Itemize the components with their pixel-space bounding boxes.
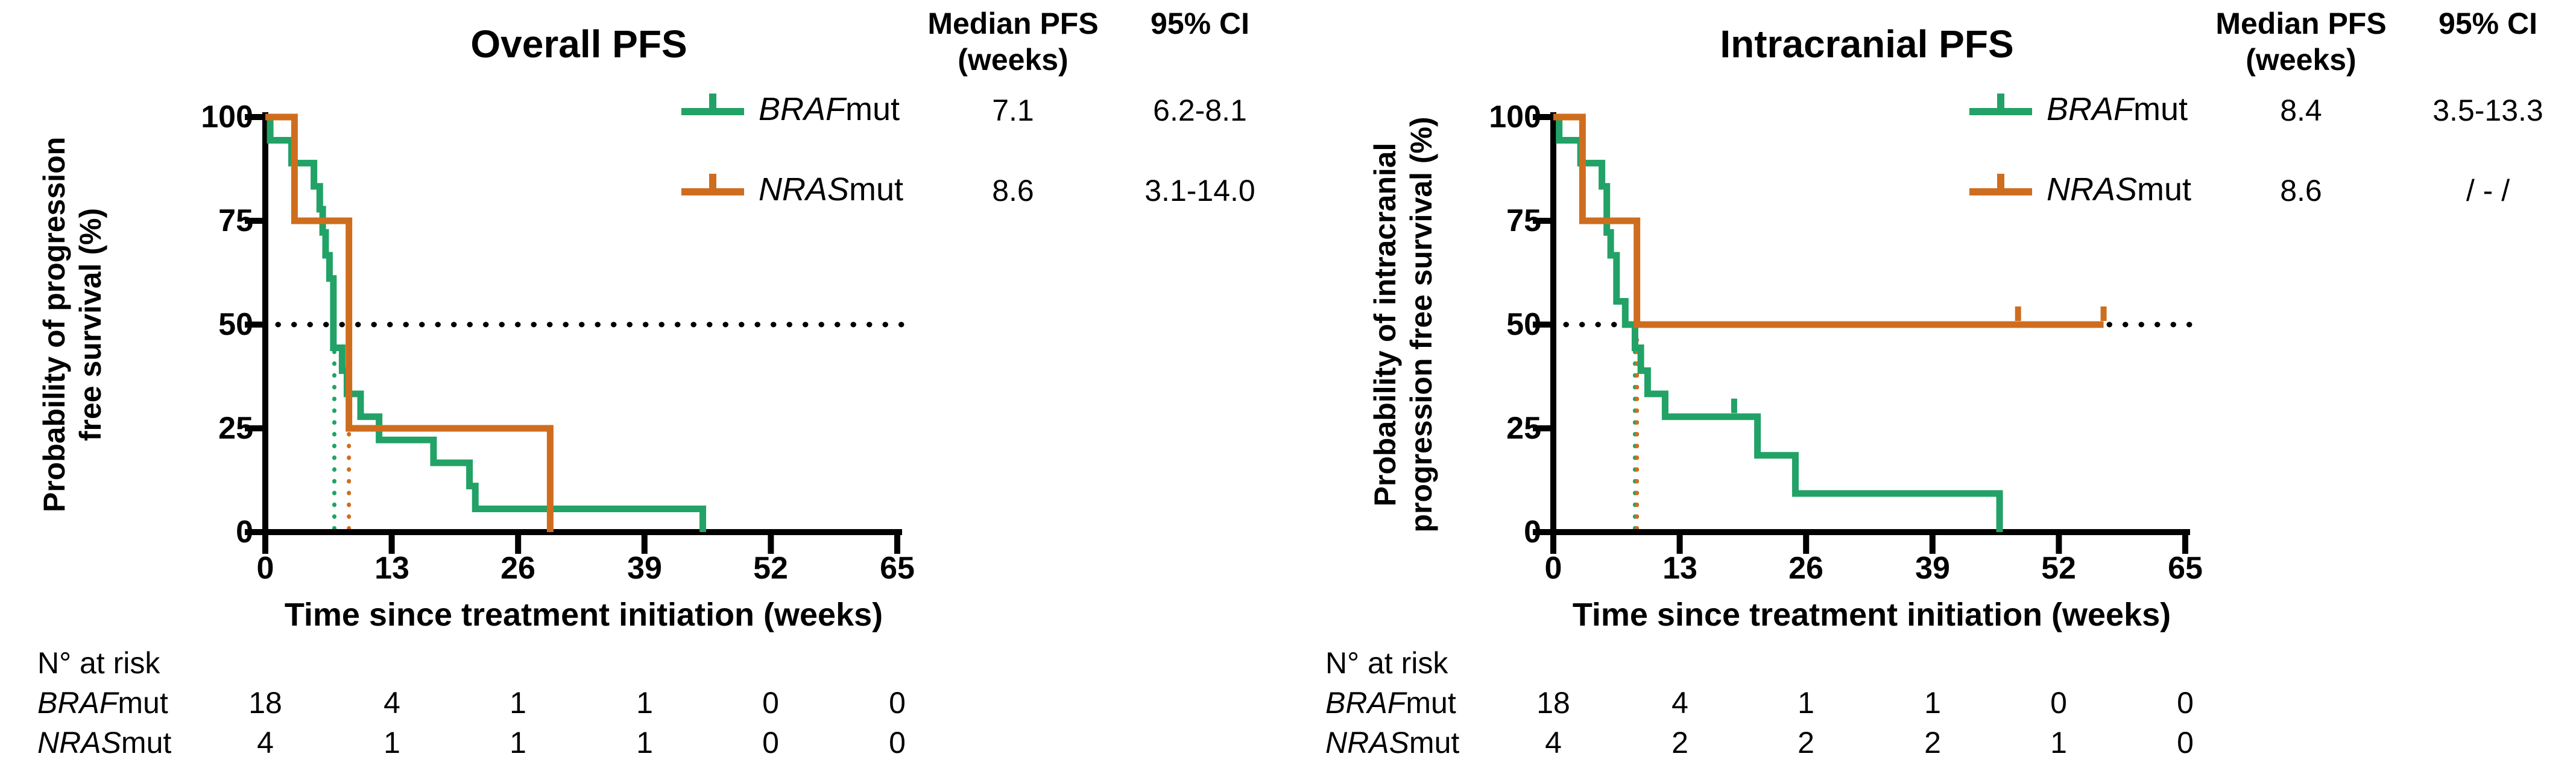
legend-label-brafmut: BRAFmut	[2047, 91, 2188, 127]
brafmut-censor-tick-icon	[709, 94, 716, 110]
risk-value: 0	[889, 726, 906, 760]
risk-value: 2	[1924, 726, 1941, 760]
stats-header-ci: 95% CI	[2439, 7, 2537, 40]
risk-value: 1	[1798, 686, 1814, 720]
risk-value: 2	[1798, 726, 1814, 760]
chart-title: Overall PFS	[470, 22, 687, 66]
nrasmut-line-swatch	[681, 188, 744, 195]
x-axis-label: Time since treatment initiation (weeks)	[1572, 597, 2171, 633]
risk-value: 0	[762, 686, 779, 720]
x-tick-52: 52	[2041, 551, 2076, 586]
y-tick-50: 50	[218, 307, 253, 342]
stats-header-median-units: (weeks)	[958, 43, 1069, 77]
risk-row-label-nrasmut: NRASmut	[1325, 726, 1460, 760]
brafmut-line-swatch	[681, 108, 744, 115]
risk-value: 4	[257, 726, 274, 760]
legend-label-nrasmut: NRASmut	[2047, 171, 2192, 208]
nrasmut-median-value: 8.6	[992, 174, 1034, 208]
x-tick-39: 39	[1915, 551, 1950, 586]
legend-label-brafmut: BRAFmut	[759, 91, 900, 127]
nrasmut-line-swatch	[1969, 188, 2032, 195]
nrasmut-median-value: 8.6	[2280, 174, 2322, 208]
y-tick-75: 75	[1506, 203, 1541, 238]
stats-header-ci: 95% CI	[1151, 7, 1249, 40]
y-axis-label: Probability of progression free survival…	[36, 95, 111, 554]
x-tick-13: 13	[374, 551, 409, 586]
nrasmut-censor-tick-icon	[709, 174, 716, 191]
risk-value: 4	[1545, 726, 1562, 760]
y-tick-75: 75	[218, 203, 253, 238]
brafmut-median-value: 8.4	[2280, 94, 2322, 127]
risk-value: 0	[889, 686, 906, 720]
stats-header-median-units: (weeks)	[2246, 43, 2357, 77]
x-tick-26: 26	[500, 551, 535, 586]
nrasmut-censor-tick-icon	[1997, 174, 2004, 191]
y-tick-100: 100	[1489, 100, 1541, 135]
x-tick-65: 65	[2168, 551, 2203, 586]
km-plot-overall	[245, 112, 912, 554]
risk-value: 1	[636, 686, 653, 720]
risk-value: 18	[248, 686, 282, 720]
risk-value: 1	[636, 726, 653, 760]
nrasmut-ci-value: 3.1-14.0	[1144, 174, 1255, 208]
x-tick-26: 26	[1788, 551, 1823, 586]
risk-row-label-brafmut: BRAFmut	[1325, 686, 1456, 720]
stats-header-median: Median PFS	[2215, 7, 2387, 40]
panel-intracranial-pfs: Intracranial PFS Probability of intracra…	[1288, 0, 2576, 771]
risk-row-label-brafmut: BRAFmut	[37, 686, 168, 720]
y-tick-25: 25	[218, 411, 253, 446]
risk-value: 1	[510, 686, 526, 720]
y-tick-0: 0	[1524, 515, 1541, 550]
x-tick-13: 13	[1662, 551, 1697, 586]
x-axis-label: Time since treatment initiation (weeks)	[284, 597, 883, 633]
x-tick-0: 0	[1544, 551, 1562, 586]
y-axis-label-line2: free survival (%)	[74, 208, 107, 442]
brafmut-ci-value: 3.5-13.3	[2432, 94, 2543, 127]
risk-value: 18	[1536, 686, 1570, 720]
y-axis-label: Probability of intracranial progression …	[1367, 95, 1442, 554]
risk-value: 0	[2050, 686, 2067, 720]
y-axis-label-line1: Probability of progression	[37, 136, 71, 513]
x-tick-52: 52	[753, 551, 788, 586]
risk-value: 0	[2177, 726, 2194, 760]
nrasmut-ci-value: / - /	[2466, 174, 2510, 208]
x-tick-0: 0	[256, 551, 274, 586]
panel-overall-pfs: Overall PFS Probability of progression f…	[36, 7, 1255, 760]
y-tick-0: 0	[236, 515, 253, 550]
brafmut-ci-value: 6.2-8.1	[1153, 94, 1247, 127]
brafmut-median-value: 7.1	[992, 94, 1034, 127]
y-tick-50: 50	[1506, 307, 1541, 342]
y-tick-25: 25	[1506, 411, 1541, 446]
risk-value: 1	[1924, 686, 1941, 720]
legend-label-nrasmut: NRASmut	[759, 171, 904, 208]
y-tick-100: 100	[201, 100, 253, 135]
x-tick-39: 39	[627, 551, 662, 586]
y-axis-label-line1: Probability of intracranial	[1368, 142, 1402, 507]
brafmut-censor-tick-icon	[1997, 94, 2004, 110]
km-plot-intracranial	[1533, 112, 2200, 554]
risk-value: 0	[2177, 686, 2194, 720]
stats-header-median: Median PFS	[927, 7, 1099, 40]
n-at-risk-header: N° at risk	[1325, 646, 1448, 680]
risk-value: 1	[384, 726, 400, 760]
n-at-risk-header: N° at risk	[37, 646, 160, 680]
risk-value: 2	[1672, 726, 1688, 760]
risk-value: 4	[1672, 686, 1688, 720]
risk-value: 4	[384, 686, 400, 720]
risk-value: 0	[762, 726, 779, 760]
risk-row-label-nrasmut: NRASmut	[37, 726, 172, 760]
risk-value: 1	[510, 726, 526, 760]
x-tick-65: 65	[880, 551, 915, 586]
brafmut-line-swatch	[1969, 108, 2032, 115]
chart-title: Intracranial PFS	[1720, 22, 2014, 66]
risk-value: 1	[2050, 726, 2067, 760]
